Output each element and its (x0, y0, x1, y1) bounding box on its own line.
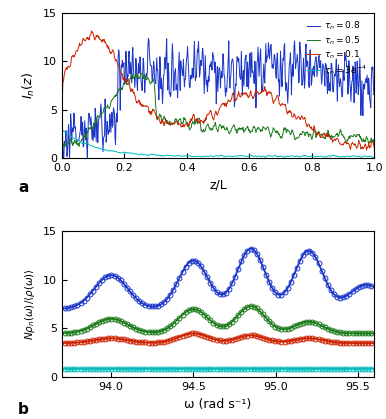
$\tau_n=0.8$ (245, 84, 249, 89)
$\tau_n=0.1$ (201, 121, 206, 126)
X-axis label: ω (rad s⁻¹): ω (rad s⁻¹) (185, 398, 252, 411)
Text: a: a (18, 180, 28, 195)
$\tau_n=0.8$ (146, 36, 151, 41)
$\tau_n=3e^{-4}$ (372, 155, 377, 160)
$\tau_n=0.5$ (269, 134, 273, 139)
$\tau_n=0.8$ (202, 91, 207, 96)
$\tau_n=0.5$ (59, 147, 64, 153)
Line: $\tau_n=0.1$: $\tau_n=0.1$ (62, 31, 374, 150)
Text: b: b (18, 402, 29, 417)
$\tau_n=0.1$ (244, 91, 249, 96)
$\tau_n=0.8$ (59, 129, 64, 134)
$\tau_n=0.5$ (115, 90, 119, 95)
$\tau_n=3e^{-4}$ (59, 138, 64, 143)
$\tau_n=0.5$ (372, 144, 377, 149)
$\tau_n=3e^{-4}$ (141, 152, 145, 157)
Y-axis label: $I_n(z)$: $I_n(z)$ (21, 72, 37, 99)
Line: $\tau_n=0.5$: $\tau_n=0.5$ (62, 73, 374, 150)
$\tau_n=0.1$ (115, 61, 120, 66)
$\tau_n=3e^{-4}$ (244, 154, 249, 159)
Line: $\tau_n=3e^{-4}$: $\tau_n=3e^{-4}$ (62, 130, 374, 158)
$\tau_n=0.5$ (201, 127, 206, 132)
$\tau_n=0.5$ (295, 135, 300, 140)
$\tau_n=0.1$ (372, 147, 377, 153)
$\tau_n=0.1$ (89, 28, 94, 34)
$\tau_n=0.8$ (296, 64, 301, 69)
$\tau_n=0.5$ (244, 126, 249, 131)
$\tau_n=0.1$ (141, 104, 145, 109)
$\tau_n=0.5$ (139, 71, 144, 76)
$\tau_n=3e^{-4}$ (201, 153, 206, 158)
$\tau_n=0.1$ (364, 147, 369, 153)
$\tau_n=0.8$ (269, 53, 274, 58)
$\tau_n=0.1$ (295, 115, 300, 120)
$\tau_n=0.1$ (59, 119, 64, 124)
Line: $\tau_n=0.8$: $\tau_n=0.8$ (62, 39, 374, 158)
Y-axis label: $N\rho_n(\omega)/\langle\rho(\omega)\rangle$: $N\rho_n(\omega)/\langle\rho(\omega)\ran… (23, 268, 37, 340)
$\tau_n=3e^{-4}$ (61, 128, 65, 133)
$\tau_n=3e^{-4}$ (115, 150, 120, 155)
$\tau_n=0.5$ (141, 72, 145, 77)
$\tau_n=0.1$ (269, 91, 273, 96)
$\tau_n=0.8$ (61, 155, 66, 160)
$\tau_n=3e^{-4}$ (269, 154, 273, 159)
X-axis label: z/L: z/L (209, 179, 227, 192)
$\tau_n=0.8$ (141, 72, 145, 77)
$\tau_n=0.8$ (372, 91, 377, 96)
$\tau_n=3e^{-4}$ (295, 154, 300, 159)
$\tau_n=0.8$ (115, 102, 120, 107)
Legend: $\tau_n=0.8$, $\tau_n=0.5$, $\tau_n=0.1$, $\tau_n=3e^{-4}$: $\tau_n=0.8$, $\tau_n=0.5$, $\tau_n=0.1$… (304, 17, 370, 79)
